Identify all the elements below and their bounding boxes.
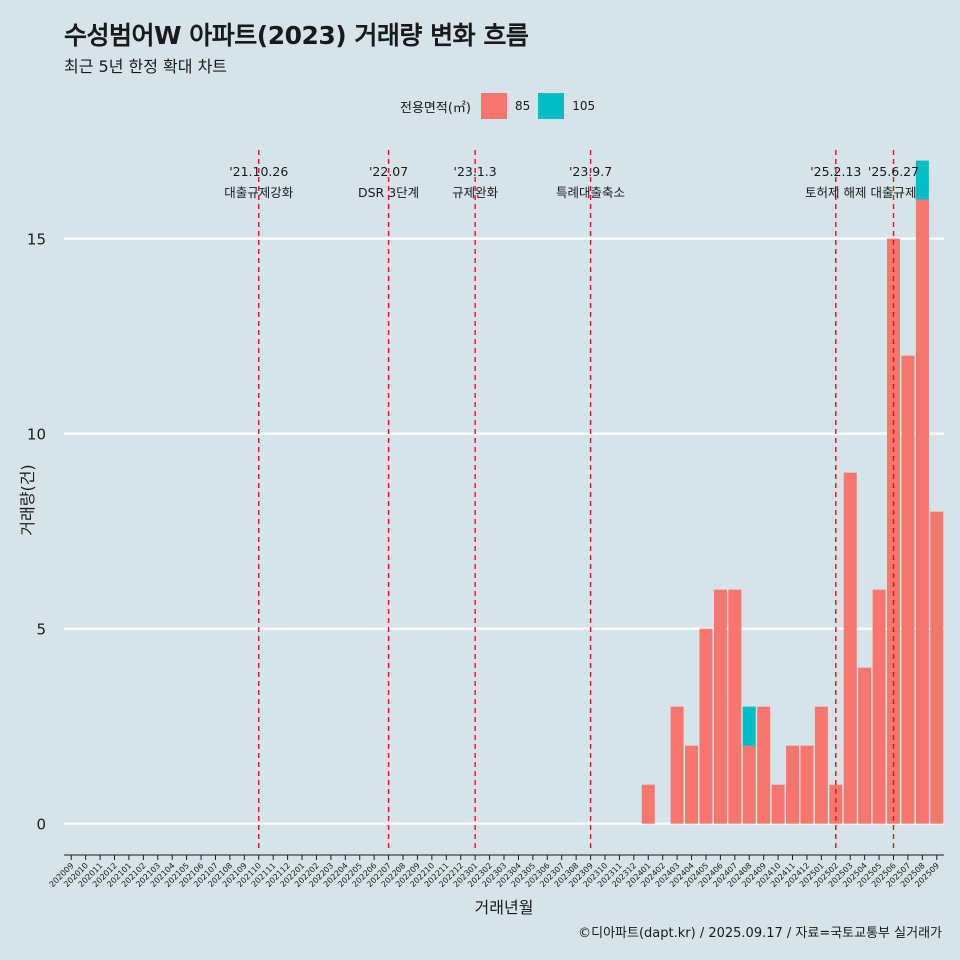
legend-title: 전용면적(㎡) — [400, 100, 471, 116]
bar-202411-85 — [786, 745, 800, 824]
y-axis-title: 거래량(건) — [18, 464, 37, 535]
bar-202507-85 — [901, 355, 915, 824]
event-lines: '21.10.26 대출규제강화 '22.07 DSR 3단계 '23.1.3 규제완화 '… — [224, 150, 919, 851]
bar-202403-85 — [670, 706, 684, 824]
bar-202509-85 — [930, 511, 944, 824]
y-tick-label-5: 5 — [36, 621, 46, 639]
bar-202412-85 — [800, 745, 814, 824]
bar-202501-85 — [814, 706, 828, 824]
event-label-0: 대출규제강화 — [224, 185, 294, 200]
source-credit: ©디아파트(dapt.kr) / 2025.09.17 / 자료=국토교통부 실… — [578, 926, 942, 941]
bar-202410-85 — [771, 784, 785, 824]
bar-202504-85 — [858, 667, 872, 824]
event-label-1: DSR 3단계 — [358, 185, 419, 200]
bar-202408-85 — [742, 745, 756, 824]
event-date-4: '25.2.13 — [810, 164, 861, 179]
x-axis-title: 거래년월 — [475, 898, 534, 917]
legend-label-105: 105 — [572, 99, 596, 113]
bar-202406-85 — [713, 589, 727, 824]
bar-202401-85 — [641, 784, 655, 824]
legend-label-85: 85 — [514, 99, 531, 113]
legend-swatch-85 — [480, 93, 507, 119]
event-label-3: 특례대출축소 — [556, 185, 625, 200]
gridlines — [64, 237, 944, 825]
bars — [641, 160, 944, 824]
legend: 전용면적(㎡) 85 105 — [400, 92, 603, 120]
chart-subtitle: 최근 5년 한정 확대 차트 — [64, 57, 228, 76]
bar-202508-105 — [915, 160, 929, 200]
event-date-3: '23.9.7 — [569, 164, 612, 179]
bar-202503-85 — [843, 472, 857, 824]
event-date-1: '22.07 — [369, 164, 408, 179]
legend-item-105: 105 — [538, 93, 595, 119]
y-tick-label-10: 10 — [27, 426, 46, 444]
legend-item-85: 85 — [480, 93, 531, 119]
y-tick-label-0: 0 — [36, 816, 46, 834]
event-label-5: 대출규제 — [871, 185, 917, 200]
bar-202508-85 — [915, 199, 929, 824]
bar-202405-85 — [699, 628, 713, 824]
chart-title: 수성범어W 아파트(2023) 거래량 변화 흐름 — [64, 21, 529, 50]
event-date-5: '25.6.27 — [868, 164, 919, 179]
y-tick-label-15: 15 — [27, 231, 46, 249]
bar-202407-85 — [728, 589, 742, 824]
bar-202502-85 — [829, 784, 843, 824]
event-label-4: 토허제 해제 — [805, 185, 866, 200]
bar-202408-105 — [742, 706, 756, 746]
bar-202404-85 — [685, 745, 699, 824]
bar-202505-85 — [872, 589, 886, 824]
event-date-2: '23.1.3 — [454, 164, 497, 179]
legend-swatch-105 — [538, 93, 565, 119]
bar-202409-85 — [757, 706, 771, 824]
event-label-2: 규제완화 — [452, 185, 499, 200]
event-date-0: '21.10.26 — [229, 164, 288, 179]
